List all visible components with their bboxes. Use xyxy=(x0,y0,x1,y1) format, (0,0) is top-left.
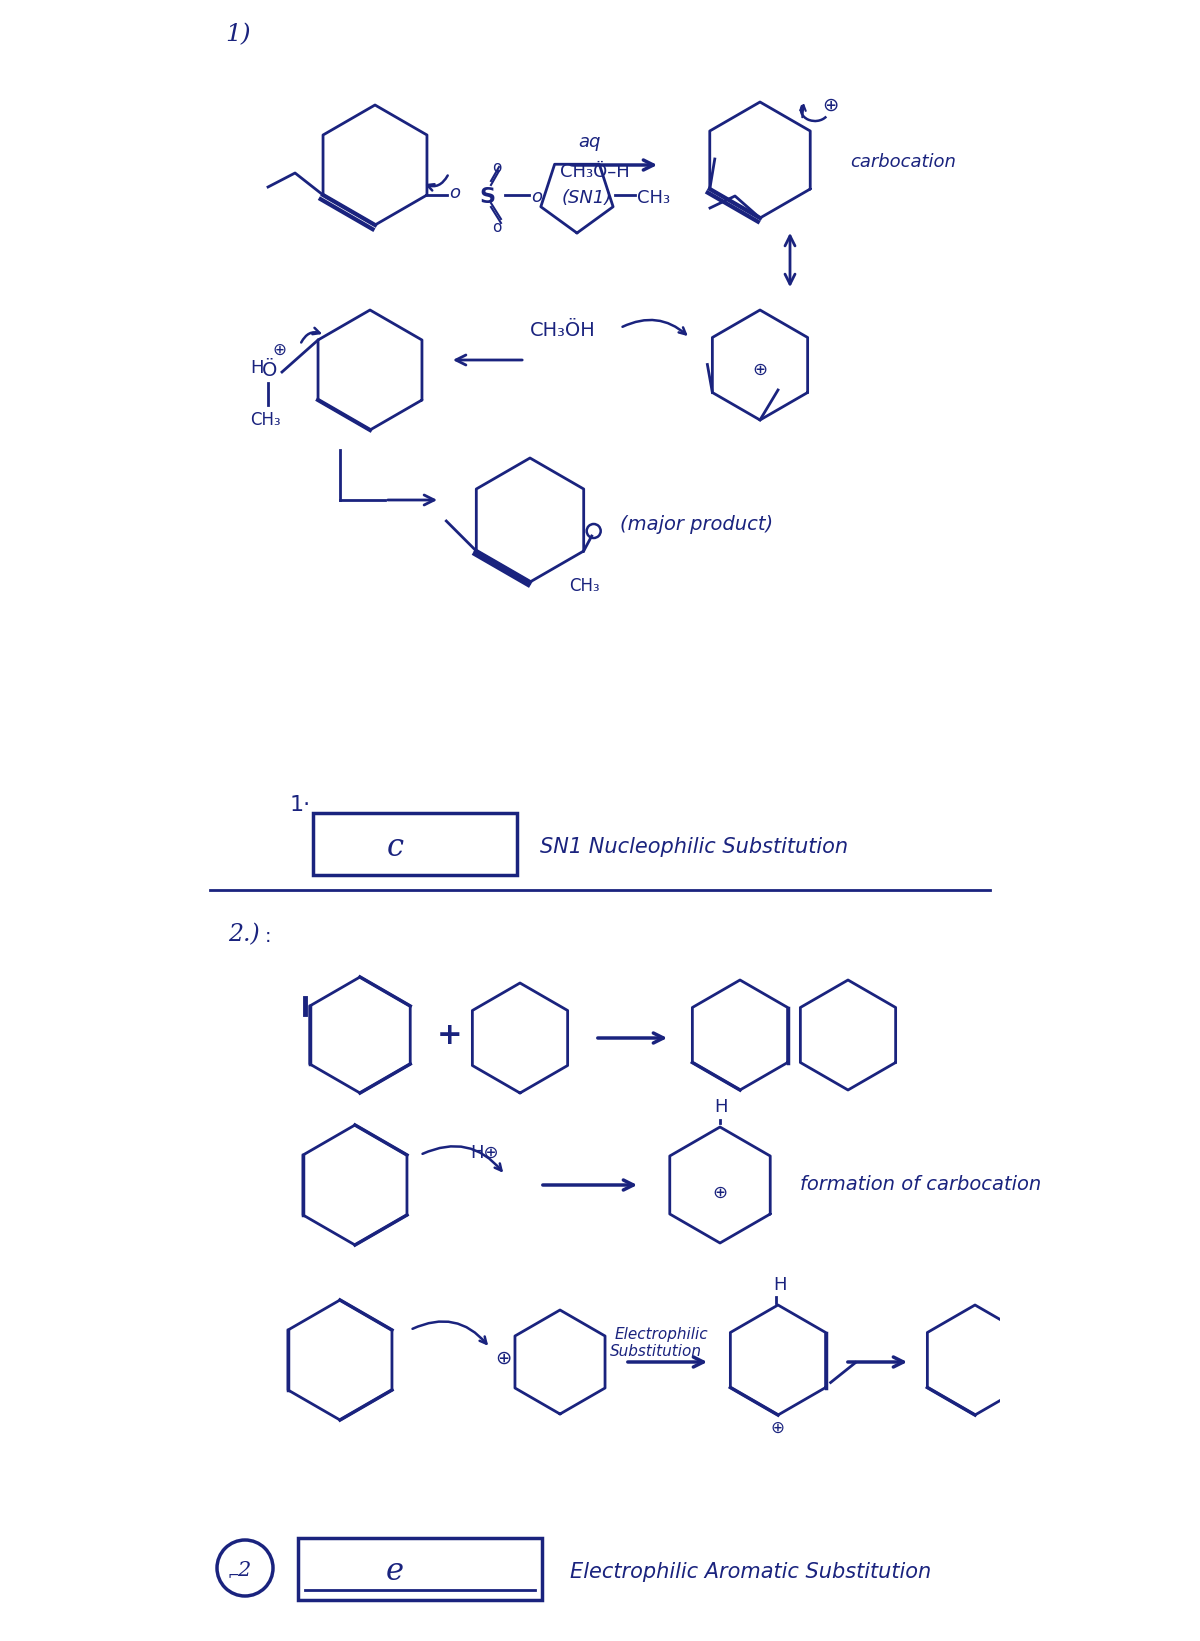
Text: CH₃Ö–H: CH₃Ö–H xyxy=(560,162,630,181)
Text: CH₃: CH₃ xyxy=(569,578,599,596)
Text: Substitution: Substitution xyxy=(610,1344,702,1359)
Text: aq: aq xyxy=(578,133,600,151)
Text: ⌐: ⌐ xyxy=(228,1569,240,1582)
Text: H⊕: H⊕ xyxy=(470,1144,499,1162)
Text: Ö: Ö xyxy=(262,361,277,381)
Text: H: H xyxy=(773,1277,786,1295)
Text: (SN1): (SN1) xyxy=(562,189,612,207)
Text: formation of carbocation: formation of carbocation xyxy=(800,1175,1042,1195)
Text: 1·: 1· xyxy=(290,794,311,816)
Text: :: : xyxy=(265,927,271,947)
Text: ⊕: ⊕ xyxy=(752,361,767,379)
Text: (major product): (major product) xyxy=(620,515,773,535)
Text: e: e xyxy=(386,1557,404,1587)
Text: c: c xyxy=(386,832,403,863)
Text: ⊕: ⊕ xyxy=(712,1185,727,1201)
Text: 2.): 2.) xyxy=(228,924,259,947)
Text: o: o xyxy=(492,159,502,174)
Text: carbocation: carbocation xyxy=(850,153,956,171)
Text: 2: 2 xyxy=(238,1561,251,1580)
Text: CH₃ÖH: CH₃ÖH xyxy=(530,320,595,340)
Text: Electrophilic Aromatic Substitution: Electrophilic Aromatic Substitution xyxy=(570,1562,931,1582)
Text: o: o xyxy=(492,220,502,235)
Text: H: H xyxy=(714,1098,727,1116)
Text: CH₃: CH₃ xyxy=(637,189,670,207)
Text: ⊕: ⊕ xyxy=(496,1349,511,1367)
Text: H: H xyxy=(250,359,264,377)
Text: S: S xyxy=(479,187,494,207)
Text: ⊕: ⊕ xyxy=(272,341,286,359)
Text: ⊕: ⊕ xyxy=(822,95,839,115)
Text: o: o xyxy=(530,189,542,207)
Text: CH₃: CH₃ xyxy=(250,410,281,428)
Text: 1): 1) xyxy=(226,23,251,46)
Text: +: + xyxy=(437,1021,463,1050)
Text: o: o xyxy=(449,184,460,202)
Text: Electrophilic: Electrophilic xyxy=(616,1328,709,1342)
Text: ⊕: ⊕ xyxy=(770,1419,784,1438)
Text: SN1 Nucleophilic Substitution: SN1 Nucleophilic Substitution xyxy=(540,837,848,857)
